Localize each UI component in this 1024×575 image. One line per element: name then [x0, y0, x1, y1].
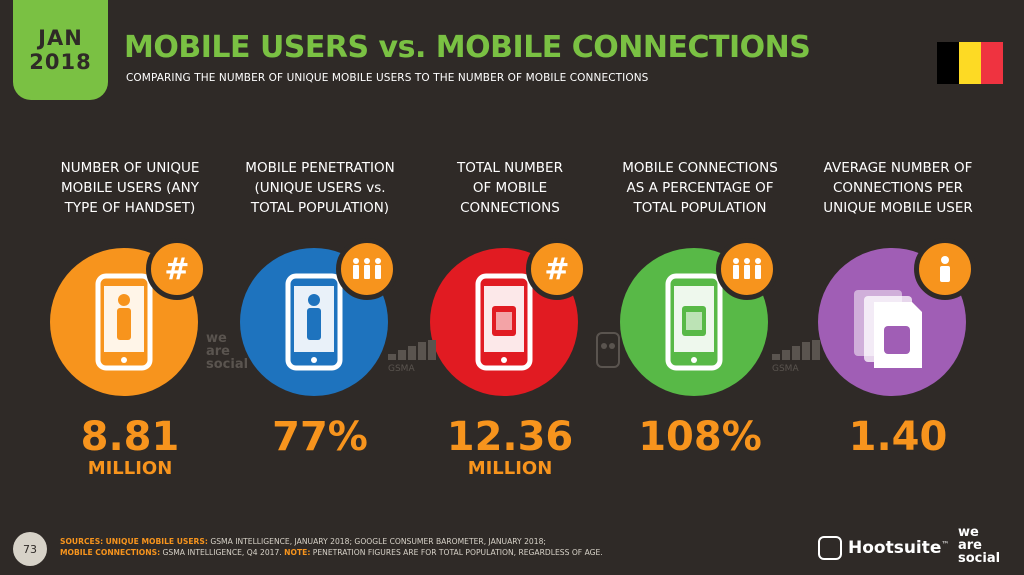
hash-icon: # — [146, 238, 208, 300]
flag-stripe-yellow — [959, 42, 981, 84]
stat-label: MOBILE PENETRATION (UNIQUE USERS vs. TOTAL… — [245, 160, 395, 216]
page-title: MOBILE USERS vs. MOBILE CONNECTIONS — [124, 30, 811, 65]
stat-label: AVERAGE NUMBER OF CONNECTIONS PER UNIQUE M… — [823, 160, 973, 216]
gsma-watermark: GSMA — [388, 340, 438, 376]
flag-stripe-red — [981, 42, 1003, 84]
belgium-flag-icon — [937, 42, 1003, 84]
gsma-bars-icon — [772, 340, 820, 360]
stat-label: NUMBER OF UNIQUE MOBILE USERS (ANY TYPE OF… — [60, 160, 200, 216]
badge-month: JAN — [38, 26, 83, 50]
gsma-watermark: GSMA — [772, 340, 822, 376]
we-are-social-watermark: we are social — [206, 331, 249, 372]
stat-value: 108% — [638, 414, 762, 460]
people-icon — [716, 238, 778, 300]
sources-note: SOURCES: UNIQUE MOBILE USERS: GSMA INTEL… — [60, 537, 603, 557]
stat-total-connections: TOTAL NUMBER OF MOBILE CONNECTIONS # 12.36… — [420, 158, 600, 480]
stat-value: 77% — [272, 414, 368, 460]
stat-mobile-penetration: MOBILE PENETRATION (UNIQUE USERS vs. TOTAL… — [230, 158, 410, 458]
stat-avg-connections: AVERAGE NUMBER OF CONNECTIONS PER UNIQUE M… — [808, 158, 988, 458]
stat-value: 1.40 — [848, 414, 948, 460]
stat-label: TOTAL NUMBER OF MOBILE CONNECTIONS — [457, 160, 563, 216]
stat-unit: MILLION — [87, 458, 173, 479]
owl-icon — [818, 536, 842, 560]
flag-stripe-black — [937, 42, 959, 84]
hash-icon: # — [526, 238, 588, 300]
page-number: 73 — [13, 532, 47, 566]
stat-connections-percentage: MOBILE CONNECTIONS AS A PERCENTAGE OF TOTA… — [610, 158, 790, 458]
stat-unit: MILLION — [467, 458, 553, 479]
stat-unique-users: NUMBER OF UNIQUE MOBILE USERS (ANY TYPE OF… — [40, 158, 220, 480]
badge-year: 2018 — [29, 50, 92, 74]
gsma-bars-icon — [388, 340, 436, 360]
hootsuite-owl-watermark — [596, 332, 620, 371]
hootsuite-logo: Hootsuite ™ — [818, 536, 949, 560]
stat-value: 12.36 — [446, 414, 574, 460]
we-are-social-logo: we are social — [958, 525, 1001, 566]
date-badge: JAN 2018 — [13, 0, 108, 100]
people-icon — [336, 238, 398, 300]
stat-label: MOBILE CONNECTIONS AS A PERCENTAGE OF TOTA… — [622, 160, 778, 216]
stat-value: 8.81 — [80, 414, 180, 460]
person-icon — [914, 238, 976, 300]
page-subtitle: COMPARING THE NUMBER OF UNIQUE MOBILE US… — [126, 72, 649, 84]
